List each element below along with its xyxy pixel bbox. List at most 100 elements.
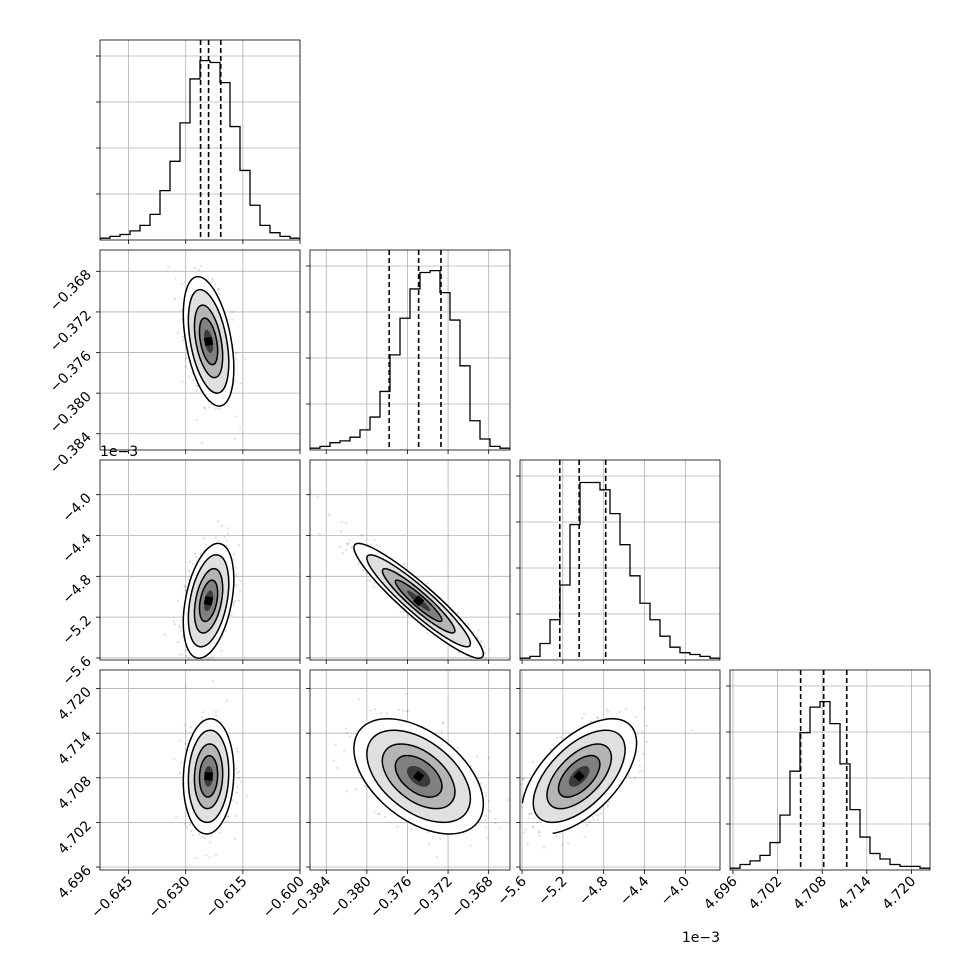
scatter-point bbox=[239, 382, 242, 385]
scatter-point bbox=[163, 633, 166, 636]
scatter-point bbox=[480, 641, 483, 644]
scatter-point bbox=[488, 648, 491, 651]
scatter-point bbox=[216, 288, 220, 291]
scatter-point bbox=[440, 730, 443, 733]
scatter-point bbox=[192, 682, 194, 684]
histogram-step bbox=[730, 700, 930, 870]
scatter-point bbox=[637, 759, 640, 762]
tick-marks bbox=[516, 688, 686, 874]
scatter-point bbox=[494, 821, 497, 824]
scatter-point bbox=[484, 657, 488, 660]
y-tick-label: −0.372 bbox=[47, 307, 95, 355]
scatter-point bbox=[183, 663, 185, 665]
scatter-point bbox=[179, 629, 182, 632]
x-tick-label: 4.714 bbox=[835, 873, 875, 913]
scatter-point bbox=[407, 709, 410, 712]
y-tick-label: 4.720 bbox=[55, 684, 95, 724]
scatter-point bbox=[214, 536, 218, 539]
scatter-point bbox=[567, 842, 570, 845]
scatter-point bbox=[239, 579, 242, 583]
tick-marks bbox=[96, 270, 301, 454]
scatter-point bbox=[555, 835, 558, 838]
scatter-point bbox=[487, 800, 491, 803]
scatter-point bbox=[234, 599, 237, 603]
scatter-point bbox=[214, 854, 218, 857]
scatter-point bbox=[184, 685, 187, 688]
scatter-point bbox=[396, 825, 399, 828]
x-tick-label: −0.630 bbox=[146, 874, 194, 922]
contour-2 bbox=[193, 743, 224, 810]
scatter-point bbox=[367, 795, 370, 798]
scatter-point bbox=[538, 834, 541, 837]
scatter-point bbox=[200, 264, 203, 268]
scatter-point bbox=[236, 747, 239, 750]
y-tick-label: 4.696 bbox=[55, 862, 95, 902]
scatter-point bbox=[564, 729, 568, 732]
scatter-point bbox=[521, 806, 524, 809]
scatter-point bbox=[217, 288, 221, 291]
scatter-point bbox=[233, 437, 236, 440]
tick-marks bbox=[516, 475, 686, 664]
scatter-point bbox=[202, 681, 204, 683]
scatter-point bbox=[235, 791, 238, 794]
scatter-point bbox=[442, 721, 445, 724]
scatter-point bbox=[345, 790, 348, 793]
scatter-point bbox=[226, 527, 229, 530]
scatter-point bbox=[503, 673, 505, 675]
scatter-point bbox=[350, 546, 353, 549]
scatter-point bbox=[387, 595, 390, 599]
scatter-point bbox=[235, 814, 238, 818]
scatter-point bbox=[208, 856, 211, 859]
scatter-point bbox=[236, 750, 239, 753]
contour-3 bbox=[198, 317, 219, 366]
scatter-point bbox=[511, 829, 513, 831]
scatter-point bbox=[202, 537, 205, 540]
scatter-point bbox=[405, 710, 408, 713]
scatter-point bbox=[691, 729, 694, 732]
scatter-point bbox=[195, 389, 198, 392]
scatter-point bbox=[227, 815, 230, 818]
scatter-point bbox=[397, 709, 400, 712]
scatter-point bbox=[189, 824, 192, 827]
scatter-point bbox=[198, 833, 201, 836]
panel-frame bbox=[309, 669, 511, 871]
panel-0-0 bbox=[96, 39, 301, 244]
scatter-point bbox=[428, 842, 431, 846]
scatter-point bbox=[226, 539, 229, 543]
y-offset-label: 1e−3 bbox=[100, 444, 138, 460]
y-tick-label: −4.8 bbox=[59, 572, 94, 607]
scatter-point bbox=[342, 750, 345, 753]
contour-1 bbox=[532, 729, 626, 824]
scatter-point bbox=[531, 825, 535, 828]
scatter-point bbox=[197, 661, 199, 663]
scatter-point bbox=[585, 823, 589, 826]
scatter-point bbox=[483, 652, 486, 655]
scatter-point bbox=[341, 551, 344, 555]
panel-frame bbox=[99, 459, 301, 661]
scatter-point bbox=[192, 379, 195, 382]
scatter-point bbox=[217, 520, 220, 523]
scatter-point bbox=[345, 548, 348, 552]
scatter-point bbox=[191, 834, 194, 837]
scatter-point bbox=[231, 310, 234, 313]
scatter-point bbox=[486, 836, 489, 840]
x-tick-label: 4.696 bbox=[701, 873, 741, 913]
scatter-point bbox=[202, 711, 205, 714]
scatter-point bbox=[225, 815, 228, 818]
scatter-point bbox=[594, 813, 598, 817]
y-tick-label: −4.4 bbox=[59, 531, 94, 566]
scatter-point bbox=[484, 826, 488, 829]
density-peak bbox=[203, 336, 214, 347]
x-tick-label: −0.615 bbox=[203, 874, 251, 922]
scatter-point bbox=[472, 630, 475, 634]
tick-marks bbox=[96, 688, 301, 874]
scatter-point bbox=[346, 543, 349, 547]
scatter-point bbox=[316, 496, 319, 499]
scatter-point bbox=[561, 843, 564, 846]
scatter-point bbox=[180, 282, 184, 285]
scatter-point bbox=[328, 513, 331, 516]
scatter-point bbox=[596, 814, 599, 817]
scatter-point bbox=[334, 743, 337, 746]
scatter-point bbox=[513, 797, 515, 799]
scatter-point bbox=[370, 543, 373, 546]
